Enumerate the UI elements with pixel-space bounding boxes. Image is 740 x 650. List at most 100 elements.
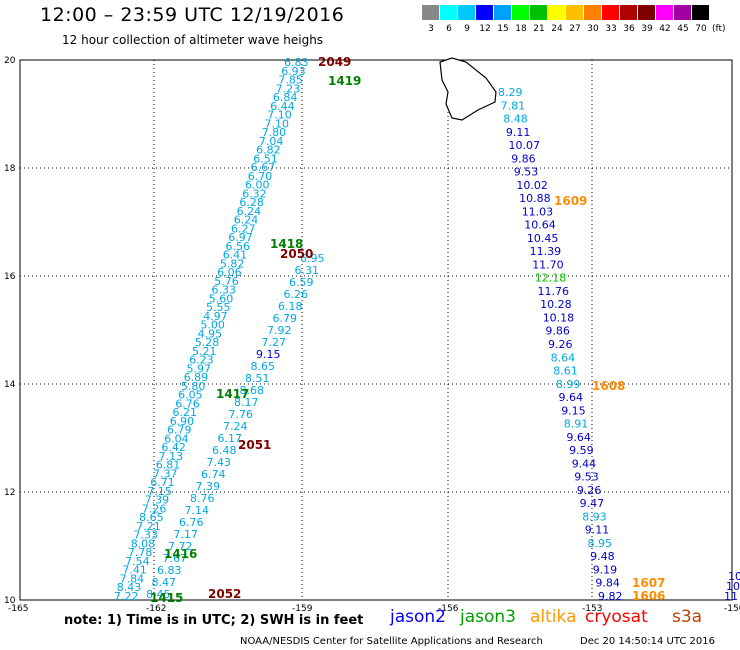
track1-value: 7.37 [153, 467, 178, 480]
track2-value: 7.67 [163, 552, 188, 565]
track1-value: 6.24 [234, 214, 258, 227]
y-tick-label: 20 [4, 56, 16, 66]
y-tick-label: 16 [4, 272, 16, 282]
track2-value: 6.17 [218, 432, 243, 445]
track2-value: 6.79 [273, 312, 298, 325]
footnote: note: 1) Time is in UTC; 2) SWH is in fe… [64, 613, 364, 628]
pass-label: 1417 [216, 387, 249, 401]
track2-value: 9.15 [256, 348, 281, 361]
track2-value: 6.95 [300, 252, 325, 265]
track1-value: 6.33 [212, 284, 237, 297]
legend-label: 45 [677, 24, 689, 34]
pass-label: 1607 [632, 576, 665, 590]
track3-value: 8.48 [503, 113, 528, 126]
track1-value: 5.21 [192, 345, 217, 358]
track3-value: 8.93 [582, 510, 607, 523]
track1-value: 5.55 [206, 301, 231, 314]
track1-value: 7.84 [120, 573, 145, 586]
track3-value: 7.81 [501, 99, 525, 112]
track1-value: 5.97 [187, 362, 212, 375]
legend-label: 24 [551, 24, 563, 34]
legend-swatch [548, 5, 565, 20]
track1-value: 7.33 [134, 529, 159, 542]
legend-swatch [584, 5, 601, 20]
track1-value: 5.28 [195, 336, 220, 349]
pass-label: 2051 [238, 438, 271, 452]
legend-swatch [440, 5, 457, 20]
track1-value: 6.97 [228, 231, 253, 244]
track2-value: 8.68 [240, 384, 265, 397]
legend-swatch [692, 5, 709, 20]
legend-label: 30 [587, 24, 599, 34]
track2-value: 7.14 [185, 504, 210, 517]
legend-unit: (ft) [712, 24, 726, 34]
satellite-s3a: s3a [672, 607, 703, 627]
legend-swatch [476, 5, 493, 20]
track1-value: 7.41 [122, 564, 146, 577]
satellite-jason2: jason2 [390, 607, 446, 627]
track3-value: 9.84 [595, 577, 620, 590]
satellite-jason3: jason3 [460, 607, 516, 627]
track3-value: 9.64 [559, 391, 584, 404]
track2-value: 8.76 [190, 492, 215, 505]
track2-value: 7.92 [267, 324, 292, 337]
track1-value: 5.60 [209, 292, 234, 305]
track1-value: 4.97 [203, 310, 228, 323]
y-tick-label: 12 [4, 488, 15, 498]
grid-lines [20, 60, 732, 600]
satellite-tracks: 6.836.937.857.236.846.447.107.107.807.04… [114, 56, 740, 603]
satellite-altika: altika [530, 607, 577, 627]
track1-value: 6.89 [184, 371, 209, 384]
legend-label: 39 [641, 24, 653, 34]
track3-value: 10.88 [519, 192, 551, 205]
track2-value: 8.51 [245, 372, 270, 385]
map-subtitle: 12 hour collection of altimeter wave hei… [62, 33, 324, 47]
legend-swatch [620, 5, 637, 20]
track3-value: 9.48 [590, 550, 615, 563]
legend-swatch [458, 5, 475, 20]
track1-value: 6.42 [161, 441, 186, 454]
legend-label: 3 [428, 24, 434, 34]
track1-value: 7.39 [145, 494, 170, 507]
y-ticks: 20 18 16 14 12 10 [4, 56, 16, 606]
x-tick-label: -153 [582, 604, 602, 614]
track2-value: 7.24 [223, 420, 248, 433]
track1-value: 7.10 [267, 109, 292, 122]
track2-value: 6.76 [179, 516, 204, 529]
track1-value: 7.13 [159, 450, 184, 463]
track1-value: 6.28 [239, 196, 264, 209]
y-tick-label: 10 [4, 596, 16, 606]
track1-value: 6.32 [242, 187, 267, 200]
legend-swatch [422, 5, 439, 20]
track1-value: 6.71 [150, 476, 175, 489]
track2-value: 7.17 [174, 528, 199, 541]
track4-value: 10 [728, 570, 740, 583]
track2-value: 7.43 [207, 456, 232, 469]
legend-swatch [602, 5, 619, 20]
x-ticks: -165 -162 -159 -156 -153 -150 [8, 604, 740, 614]
track3-value: 10.28 [540, 298, 572, 311]
track3-value: 12.18 [535, 272, 567, 285]
track1-value: 7.23 [276, 82, 301, 95]
credit-line: NOAA/NESDIS Center for Satellite Applica… [240, 636, 543, 647]
track3-value: 9.53 [574, 471, 599, 484]
track1-value: 6.24 [237, 205, 262, 218]
track3-value: 8.95 [588, 537, 613, 550]
track3-value: 9.64 [566, 431, 591, 444]
track1-value: 6.93 [281, 65, 306, 78]
legend-label: 27 [569, 24, 581, 34]
x-tick-label: -162 [146, 604, 166, 614]
track3-value: 8.99 [556, 378, 581, 391]
track1-value: 7.78 [128, 546, 152, 559]
track1-value: 6.06 [217, 266, 242, 279]
legend-swatch [566, 5, 583, 20]
track2-value: 6.18 [278, 300, 303, 313]
track3-value: 9.11 [585, 524, 610, 537]
y-tick-label: 14 [4, 380, 16, 390]
track3-value: 10.07 [509, 139, 541, 152]
track3-value: 9.11 [506, 126, 531, 139]
track1-value: 6.67 [251, 161, 276, 174]
track2-value: 6.26 [284, 288, 309, 301]
track1-value: 5.00 [200, 319, 225, 332]
track3-value: 10.02 [516, 179, 548, 192]
